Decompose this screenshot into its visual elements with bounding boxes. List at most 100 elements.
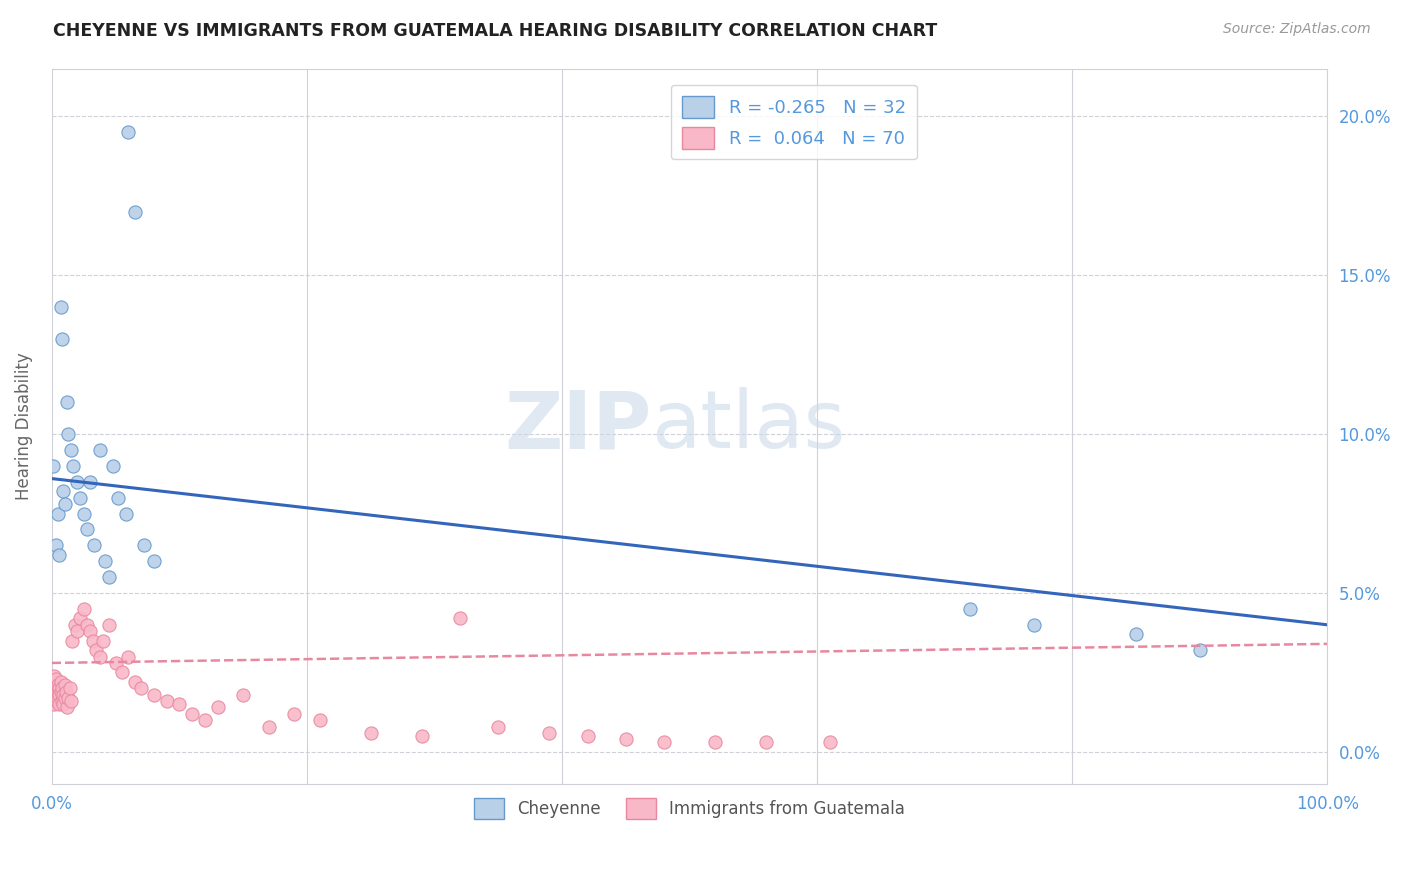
- Point: [69, 611, 91, 625]
- Point: [56, 700, 79, 714]
- Point: [44, 694, 66, 708]
- Point: [111, 665, 134, 680]
- Point: [52, 688, 75, 702]
- Text: Source: ZipAtlas.com: Source: ZipAtlas.com: [1223, 22, 1371, 37]
- Point: [44, 698, 66, 712]
- Point: [89, 649, 111, 664]
- Point: [42, 688, 65, 702]
- Point: [66, 624, 89, 639]
- Point: [181, 706, 204, 721]
- Point: [91, 633, 114, 648]
- Point: [46, 690, 69, 705]
- Point: [63, 617, 86, 632]
- Point: [46, 507, 69, 521]
- Point: [576, 729, 599, 743]
- Point: [117, 649, 139, 664]
- Point: [704, 735, 727, 749]
- Point: [207, 700, 229, 714]
- Point: [107, 491, 129, 505]
- Point: [53, 497, 76, 511]
- Point: [59, 694, 82, 708]
- Point: [194, 713, 217, 727]
- Point: [1188, 643, 1211, 657]
- Point: [48, 698, 70, 712]
- Point: [59, 442, 82, 457]
- Point: [94, 554, 117, 568]
- Point: [56, 395, 79, 409]
- Point: [55, 684, 77, 698]
- Point: [45, 681, 67, 696]
- Point: [51, 681, 73, 696]
- Point: [82, 633, 104, 648]
- Point: [45, 690, 67, 705]
- Point: [49, 684, 72, 698]
- Point: [45, 694, 67, 708]
- Point: [69, 491, 91, 505]
- Y-axis label: Hearing Disability: Hearing Disability: [15, 352, 32, 500]
- Point: [411, 729, 433, 743]
- Point: [652, 735, 675, 749]
- Point: [72, 507, 94, 521]
- Legend: Cheyenne, Immigrants from Guatemala: Cheyenne, Immigrants from Guatemala: [467, 792, 912, 825]
- Point: [132, 538, 155, 552]
- Point: [114, 507, 136, 521]
- Point: [79, 475, 101, 489]
- Point: [449, 611, 471, 625]
- Point: [1022, 617, 1045, 632]
- Point: [104, 656, 127, 670]
- Point: [818, 735, 841, 749]
- Point: [232, 688, 254, 702]
- Point: [53, 678, 76, 692]
- Point: [46, 678, 69, 692]
- Point: [51, 694, 73, 708]
- Point: [44, 668, 66, 682]
- Point: [117, 125, 139, 139]
- Point: [72, 602, 94, 616]
- Point: [89, 442, 111, 457]
- Point: [79, 624, 101, 639]
- Text: CHEYENNE VS IMMIGRANTS FROM GUATEMALA HEARING DISABILITY CORRELATION CHART: CHEYENNE VS IMMIGRANTS FROM GUATEMALA HE…: [53, 22, 938, 40]
- Point: [42, 681, 65, 696]
- Point: [257, 719, 280, 733]
- Point: [45, 678, 67, 692]
- Point: [959, 602, 981, 616]
- Point: [42, 675, 65, 690]
- Point: [42, 458, 65, 473]
- Point: [49, 300, 72, 314]
- Point: [142, 554, 165, 568]
- Point: [48, 548, 70, 562]
- Point: [59, 681, 82, 696]
- Point: [46, 684, 69, 698]
- Point: [755, 735, 778, 749]
- Point: [308, 713, 330, 727]
- Point: [360, 726, 382, 740]
- Point: [48, 681, 70, 696]
- Point: [52, 484, 75, 499]
- Point: [58, 427, 80, 442]
- Point: [486, 719, 509, 733]
- Point: [538, 726, 561, 740]
- Point: [101, 458, 124, 473]
- Point: [51, 332, 73, 346]
- Point: [83, 538, 105, 552]
- Point: [1125, 627, 1147, 641]
- Point: [60, 633, 83, 648]
- Point: [86, 643, 108, 657]
- Point: [614, 732, 637, 747]
- Point: [142, 688, 165, 702]
- Point: [45, 672, 67, 686]
- Point: [44, 684, 66, 698]
- Text: ZIP: ZIP: [503, 387, 651, 465]
- Point: [76, 617, 98, 632]
- Point: [62, 458, 84, 473]
- Point: [66, 475, 89, 489]
- Point: [49, 675, 72, 690]
- Point: [283, 706, 305, 721]
- Text: atlas: atlas: [651, 387, 845, 465]
- Point: [76, 523, 98, 537]
- Point: [129, 681, 152, 696]
- Point: [52, 698, 75, 712]
- Point: [58, 690, 80, 705]
- Point: [155, 694, 177, 708]
- Point: [124, 675, 146, 690]
